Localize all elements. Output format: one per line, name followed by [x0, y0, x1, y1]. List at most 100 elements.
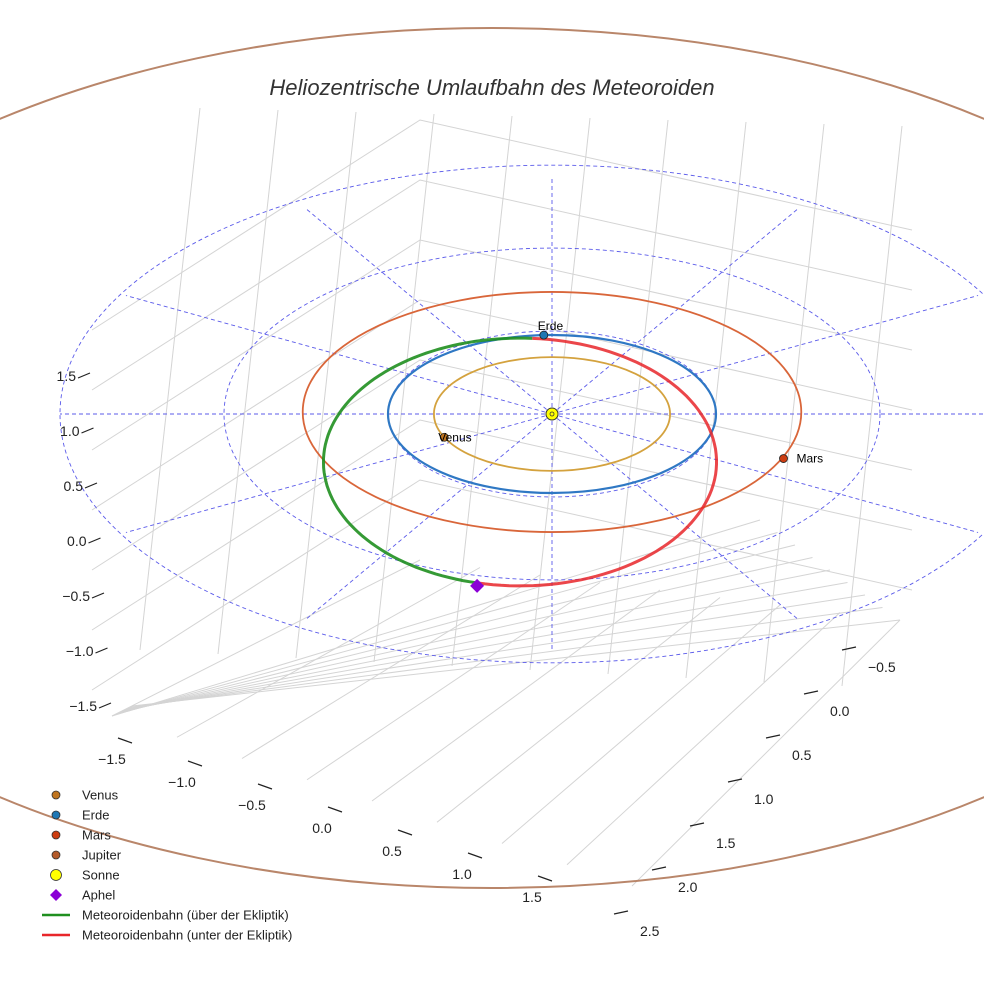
y-tick — [651, 866, 667, 871]
y-tick-label: 0.0 — [830, 703, 850, 719]
z-tick — [95, 647, 108, 654]
grid-line — [119, 557, 813, 713]
ecliptic-ring — [223, 247, 881, 581]
legend-label: Jupiter — [82, 848, 122, 863]
legend-label: Meteoroidenbahn (unter der Ekliptik) — [82, 928, 292, 943]
grid-line — [217, 109, 279, 655]
ecliptic-spoke — [305, 208, 553, 415]
grid-line — [131, 619, 901, 707]
grid-line — [126, 594, 866, 709]
erde-marker — [539, 330, 549, 340]
grid-line — [436, 597, 721, 823]
y-tick — [765, 734, 781, 739]
y-tick-label: 0.5 — [792, 747, 812, 763]
x-tick-label: 0.0 — [312, 820, 332, 836]
legend-marker — [50, 889, 62, 901]
grid-line — [607, 119, 669, 675]
mars-label: Mars — [796, 452, 823, 466]
axes-grid — [91, 107, 913, 887]
meteoroid-orbit-below — [476, 336, 718, 588]
x-tick-label: 1.0 — [452, 866, 472, 882]
venus-orbit — [433, 356, 671, 472]
y-tick-label: 2.5 — [640, 923, 660, 939]
grid-line — [111, 519, 761, 717]
z-tick-label: 0.0 — [67, 533, 87, 549]
y-tick — [727, 778, 743, 783]
grid-line — [111, 559, 421, 717]
ecliptic-spoke — [305, 413, 553, 620]
grid-line — [139, 107, 201, 651]
x-tick-label: −1.0 — [168, 774, 196, 790]
axis-ticks: 1.5 1.0 0.5 0.0 −0.5 −1.0 −1.5 −1.5 −1.0 −0.5 0.0 0… — [57, 368, 896, 939]
x-tick-label: −1.5 — [98, 751, 126, 767]
grid-line — [241, 574, 541, 759]
legend-marker — [50, 869, 62, 881]
legend-label: Venus — [82, 788, 119, 803]
ecliptic-spoke — [125, 295, 553, 415]
grid-line — [763, 123, 825, 683]
sun-core — [549, 411, 555, 417]
grid-line — [91, 359, 913, 571]
z-tick — [84, 482, 98, 489]
z-tick-label: −0.5 — [62, 588, 90, 604]
grid-line — [501, 604, 781, 844]
venus-marker — [439, 432, 449, 442]
mars-marker — [779, 454, 788, 463]
x-tick — [257, 783, 273, 790]
grid-line — [91, 419, 913, 631]
ecliptic-ring — [59, 164, 984, 664]
ecliptic-spoke — [551, 413, 799, 620]
grid-line — [306, 582, 601, 781]
ecliptic-spoke — [551, 208, 799, 415]
z-tick — [77, 372, 91, 379]
z-tick-label: 1.0 — [60, 423, 80, 439]
z-tick — [98, 702, 112, 709]
meteoroid-orbit-above — [322, 336, 533, 585]
ecliptic-spoke — [551, 295, 979, 415]
venus-label: Venus — [438, 430, 471, 444]
grid-line — [129, 607, 883, 708]
x-tick — [537, 875, 553, 882]
legend-label: Sonne — [82, 868, 120, 883]
legend-label: Mars — [82, 828, 111, 843]
y-tick-label: 1.5 — [716, 835, 736, 851]
y-tick-label: 2.0 — [678, 879, 698, 895]
mars-orbit — [301, 291, 803, 533]
z-tick-label: −1.5 — [69, 698, 97, 714]
grid-line — [451, 115, 513, 667]
x-tick-label: 1.5 — [522, 889, 542, 905]
grid-line — [124, 582, 848, 711]
grid-line — [91, 119, 913, 331]
legend-marker — [51, 830, 61, 840]
z-tick-label: 0.5 — [64, 478, 84, 494]
grid-line — [116, 544, 796, 714]
grid-line — [91, 479, 913, 691]
erde-label: Erde — [538, 319, 564, 333]
bodies: Venus Erde Mars — [438, 319, 823, 593]
ecliptic-grid — [59, 164, 984, 664]
chart-title: Heliozentrische Umlaufbahn des Meteoroid… — [269, 75, 714, 100]
z-tick-label: −1.0 — [66, 643, 94, 659]
legend-label: Aphel — [82, 888, 115, 903]
grid-line — [91, 239, 913, 451]
ecliptic-spoke — [125, 413, 553, 533]
y-tick — [841, 646, 857, 651]
z-tick — [88, 537, 101, 544]
z-tick — [81, 427, 94, 434]
y-tick — [613, 910, 629, 915]
legend-marker — [51, 850, 61, 860]
z-tick — [91, 592, 105, 599]
ecliptic-spoke — [551, 413, 979, 533]
x-tick-label: −0.5 — [238, 797, 266, 813]
legend-marker — [51, 790, 61, 800]
x-tick — [117, 737, 133, 744]
jupiter-orbit — [0, 27, 984, 889]
legend-label: Meteoroidenbahn (über der Ekliptik) — [82, 908, 289, 923]
grid-line — [566, 612, 841, 866]
x-tick — [327, 806, 343, 813]
legend-label: Erde — [82, 808, 109, 823]
grid-line — [373, 113, 435, 663]
grid-line — [91, 179, 913, 391]
y-tick-label: −0.5 — [868, 659, 896, 675]
